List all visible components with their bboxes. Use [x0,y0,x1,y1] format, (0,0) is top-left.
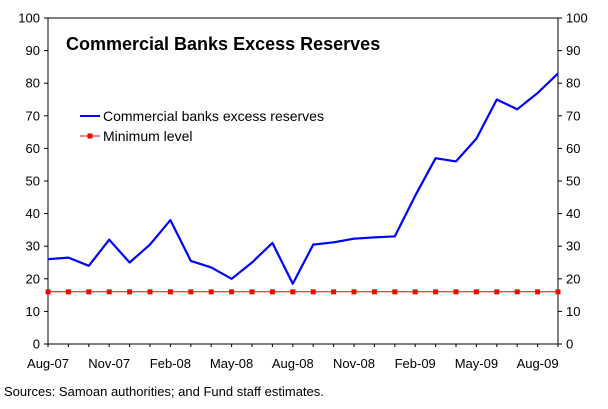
y-tick-label-right: 60 [566,141,580,156]
x-tick-label: Aug-07 [27,356,69,371]
chart-title: Commercial Banks Excess Reserves [66,34,380,54]
y-tick-label-left: 80 [26,76,40,91]
minimum-level-marker [147,289,153,295]
y-tick-label-left: 10 [26,304,40,319]
x-tick-label: May-08 [210,356,253,371]
legend-label-minimum: Minimum level [103,128,192,144]
minimum-level-marker [412,289,418,295]
y-tick-label-right: 40 [566,206,580,221]
minimum-level-marker [392,289,398,295]
y-tick-label-left: 20 [26,271,40,286]
minimum-level-marker [127,289,133,295]
left-y-axis: 0 10 20 30 40 50 60 70 80 90 100 [18,11,48,352]
y-tick-label-right: 10 [566,304,580,319]
x-tick-label: Aug-08 [272,356,314,371]
minimum-level-marker [290,289,296,295]
y-tick-label-left: 70 [26,108,40,123]
minimum-level-marker [208,289,214,295]
minimum-level-marker [453,289,459,295]
minimum-level-marker [269,289,275,295]
minimum-level-marker [433,289,439,295]
y-tick-label-right: 90 [566,43,580,58]
x-axis: Aug-07 Nov-07 Feb-08 May-08 Aug-08 Nov-08 Feb-… [27,344,559,371]
y-tick-label-left: 60 [26,141,40,156]
legend-label-reserves: Commercial banks excess reserves [103,108,324,124]
x-tick-label: Aug-09 [517,356,559,371]
x-tick-label: Nov-07 [88,356,130,371]
minimum-level-marker [535,289,541,295]
legend-item-minimum: Minimum level [80,128,192,144]
minimum-level-marker [106,289,112,295]
minimum-level-marker [331,289,337,295]
minimum-level-marker [473,289,479,295]
legend-marker-minimum [87,133,93,139]
y-tick-label-right: 50 [566,174,580,189]
series-line-reserves [47,72,559,285]
y-tick-label-left: 40 [26,206,40,221]
minimum-level-marker [514,289,520,295]
minimum-level-marker [371,289,377,295]
y-tick-label-right: 80 [566,76,580,91]
minimum-level-marker [555,289,561,295]
y-tick-label-right: 20 [566,271,580,286]
x-tick-label: May-09 [455,356,498,371]
x-tick-label: Feb-08 [150,356,191,371]
y-tick-label-left: 100 [18,11,40,26]
y-tick-label-right: 30 [566,239,580,254]
minimum-level-marker [229,289,235,295]
right-y-axis: 0 10 20 30 40 50 60 70 80 90 100 [558,11,588,352]
y-tick-label-left: 90 [26,43,40,58]
minimum-level-marker [65,289,71,295]
minimum-level-marker [86,289,92,295]
minimum-level-marker [45,289,51,295]
y-tick-label-left: 0 [33,337,40,352]
x-tick-label: Nov-08 [333,356,375,371]
x-tick-label: Feb-09 [395,356,436,371]
source-note: Sources: Samoan authorities; and Fund st… [4,384,324,399]
legend-item-reserves: Commercial banks excess reserves [80,108,324,124]
minimum-level-marker [167,289,173,295]
y-tick-label-right: 100 [566,11,588,26]
y-tick-label-left: 50 [26,174,40,189]
plot-frame [47,17,559,345]
legend: Commercial banks excess reserves Minimum… [80,108,324,144]
minimum-level-marker [249,289,255,295]
y-tick-label-left: 30 [26,239,40,254]
y-tick-label-right: 70 [566,108,580,123]
series-layer [45,72,561,295]
minimum-level-marker [188,289,194,295]
minimum-level-marker [310,289,316,295]
minimum-level-marker [494,289,500,295]
y-tick-label-right: 0 [566,337,573,352]
minimum-level-marker [351,289,357,295]
